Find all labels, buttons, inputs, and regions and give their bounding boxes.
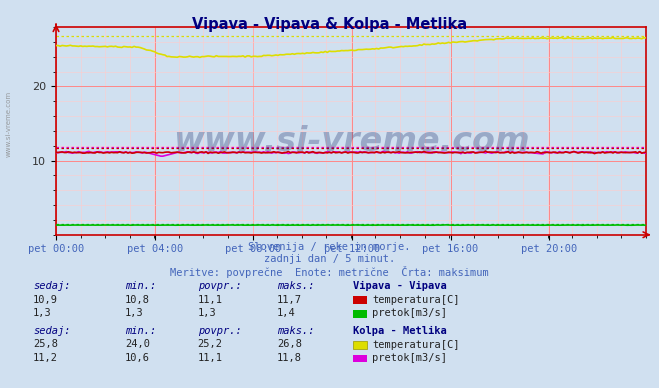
Text: pretok[m3/s]: pretok[m3/s] bbox=[372, 308, 447, 319]
Text: 11,8: 11,8 bbox=[277, 353, 302, 363]
Text: 24,0: 24,0 bbox=[125, 340, 150, 350]
Text: 10,8: 10,8 bbox=[125, 295, 150, 305]
Text: povpr.:: povpr.: bbox=[198, 281, 241, 291]
Text: Vipava - Vipava: Vipava - Vipava bbox=[353, 281, 446, 291]
Text: 1,3: 1,3 bbox=[125, 308, 144, 319]
Text: 26,8: 26,8 bbox=[277, 340, 302, 350]
Text: maks.:: maks.: bbox=[277, 326, 314, 336]
Text: 10,6: 10,6 bbox=[125, 353, 150, 363]
Text: min.:: min.: bbox=[125, 326, 156, 336]
Text: Meritve: povprečne  Enote: metrične  Črta: maksimum: Meritve: povprečne Enote: metrične Črta:… bbox=[170, 266, 489, 278]
Text: pretok[m3/s]: pretok[m3/s] bbox=[372, 353, 447, 363]
Text: sedaj:: sedaj: bbox=[33, 281, 71, 291]
Text: 1,4: 1,4 bbox=[277, 308, 295, 319]
Text: zadnji dan / 5 minut.: zadnji dan / 5 minut. bbox=[264, 254, 395, 264]
Text: min.:: min.: bbox=[125, 281, 156, 291]
Text: povpr.:: povpr.: bbox=[198, 326, 241, 336]
Text: Vipava - Vipava & Kolpa - Metlika: Vipava - Vipava & Kolpa - Metlika bbox=[192, 17, 467, 33]
Text: Slovenija / reke in morje.: Slovenija / reke in morje. bbox=[248, 242, 411, 253]
Text: 11,2: 11,2 bbox=[33, 353, 58, 363]
Text: www.si-vreme.com: www.si-vreme.com bbox=[5, 91, 12, 157]
Text: Kolpa - Metlika: Kolpa - Metlika bbox=[353, 326, 446, 336]
Text: 11,7: 11,7 bbox=[277, 295, 302, 305]
Text: sedaj:: sedaj: bbox=[33, 326, 71, 336]
Text: 1,3: 1,3 bbox=[33, 308, 51, 319]
Text: 25,2: 25,2 bbox=[198, 340, 223, 350]
Text: maks.:: maks.: bbox=[277, 281, 314, 291]
Text: 25,8: 25,8 bbox=[33, 340, 58, 350]
Text: 11,1: 11,1 bbox=[198, 295, 223, 305]
Text: 10,9: 10,9 bbox=[33, 295, 58, 305]
Text: 1,3: 1,3 bbox=[198, 308, 216, 319]
Text: 11,1: 11,1 bbox=[198, 353, 223, 363]
Text: temperatura[C]: temperatura[C] bbox=[372, 295, 460, 305]
Text: www.si-vreme.com: www.si-vreme.com bbox=[173, 125, 529, 158]
Text: temperatura[C]: temperatura[C] bbox=[372, 340, 460, 350]
